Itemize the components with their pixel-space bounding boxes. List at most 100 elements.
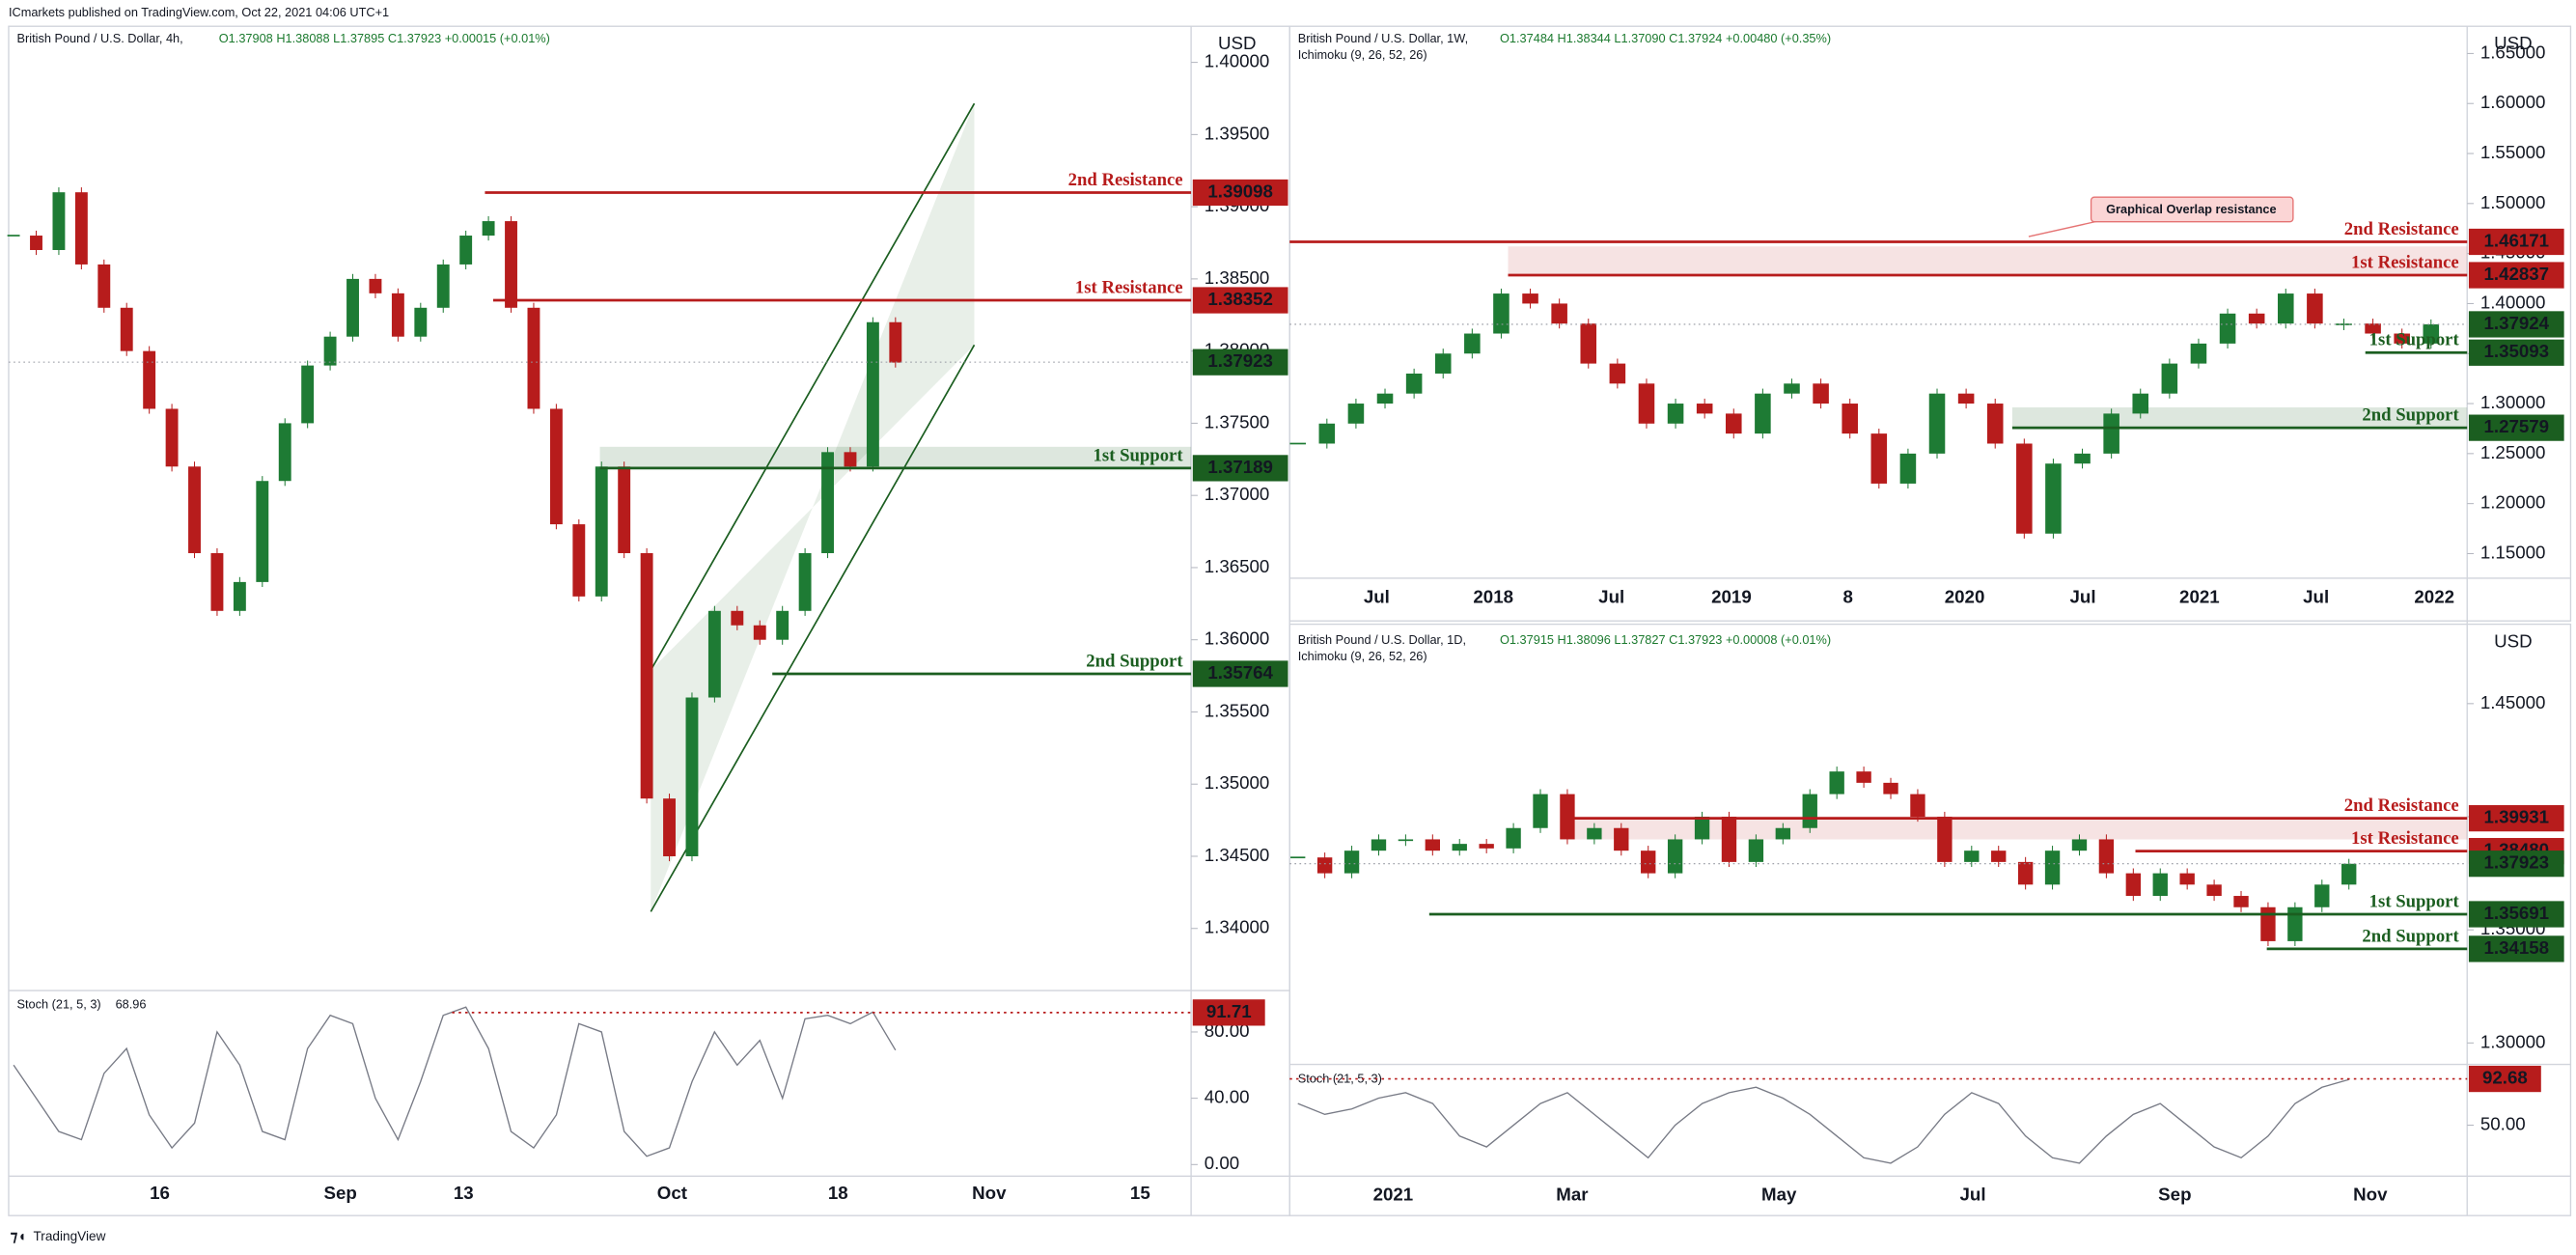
- candle: [256, 481, 269, 582]
- candle: [2219, 313, 2236, 344]
- candle: [1856, 771, 1871, 783]
- candle: [1316, 857, 1333, 874]
- price-box: [1192, 455, 1288, 482]
- candle: [1506, 827, 1521, 849]
- candle: [2125, 873, 2142, 897]
- y-tick-label: 1.38500: [1205, 267, 1270, 288]
- y-tick-label: 1.36500: [1205, 556, 1270, 576]
- price-box-label: 1.37189: [1207, 457, 1273, 477]
- channel-fill: [651, 103, 975, 912]
- candle: [2423, 323, 2440, 344]
- y-tick-label: 1.40000: [1205, 51, 1270, 71]
- candle: [1696, 404, 1713, 414]
- price-box-label: 1.46171: [2483, 230, 2549, 250]
- x-tick-label: 15: [1130, 1183, 1150, 1203]
- candle: [2074, 453, 2091, 464]
- candle: [1638, 383, 1655, 424]
- candle: [1775, 827, 1791, 840]
- candle: [1813, 383, 1829, 404]
- panel-title: British Pound / U.S. Dollar, 1D,: [1298, 632, 1466, 647]
- candle: [2287, 906, 2303, 941]
- price-box-label: 1.34158: [2483, 937, 2549, 958]
- price-box: [2468, 851, 2564, 878]
- y-tick-label: 1.35500: [1205, 700, 1270, 720]
- candle: [74, 192, 88, 265]
- candle: [369, 278, 382, 293]
- candle: [1398, 839, 1414, 842]
- price-box: [2468, 935, 2564, 962]
- y-tick-label: 1.34500: [1205, 845, 1270, 865]
- level-name: 2nd Resistance: [2344, 219, 2459, 239]
- level-name: 1st Resistance: [2351, 828, 2459, 849]
- candle: [2248, 313, 2265, 324]
- frames: [8, 25, 2572, 1216]
- y-tick-label: 1.15000: [2480, 542, 2546, 562]
- candle: [1991, 851, 2007, 862]
- level-name: 2nd Support: [2362, 405, 2459, 426]
- candle: [2365, 323, 2381, 334]
- candle: [210, 552, 224, 611]
- price-box: [2468, 414, 2564, 441]
- candle: [2206, 884, 2222, 897]
- candle: [233, 581, 246, 611]
- currency: USD: [2494, 33, 2533, 53]
- y-tick-label: 1.37000: [1205, 484, 1270, 504]
- candle: [685, 697, 699, 856]
- x-tick-label: 13: [454, 1183, 474, 1203]
- candle: [1347, 404, 1365, 424]
- level-name: 2nd Resistance: [2344, 795, 2459, 816]
- candle: [2045, 463, 2062, 534]
- candle: [505, 221, 517, 308]
- price-box: [2468, 228, 2564, 256]
- y-tick-label: 50.00: [2480, 1113, 2526, 1133]
- y-tick-label: 1.65000: [2480, 42, 2546, 62]
- channel-line: [650, 102, 976, 671]
- price-box: [2468, 1065, 2541, 1093]
- stoch-title: Stoch (21, 5, 3): [16, 997, 100, 1012]
- candle: [1560, 794, 1575, 840]
- ohlc: O1.37908 H1.38088 L1.37895 C1.37923 +0.0…: [219, 31, 550, 45]
- candle: [346, 278, 359, 337]
- price-box-label: 1.39931: [2483, 807, 2549, 827]
- candle: [120, 307, 133, 351]
- candle: [1802, 794, 1817, 828]
- candle: [844, 452, 857, 467]
- candle: [482, 221, 495, 237]
- candle: [1829, 771, 1844, 795]
- annotation: Graphical Overlap resistance: [2028, 196, 2294, 237]
- candle: [1609, 363, 1626, 384]
- candle: [1318, 423, 1336, 444]
- price-box: [2468, 311, 2564, 338]
- x-tick-label: 2022: [2414, 586, 2454, 606]
- x-tick-label: Sep: [2158, 1185, 2191, 1205]
- candle: [2341, 863, 2357, 885]
- candle: [30, 236, 42, 250]
- panel-title: British Pound / U.S. Dollar, 1W,: [1298, 31, 1468, 45]
- candle: [776, 610, 789, 640]
- price-box-label: 1.42837: [2483, 264, 2549, 284]
- candle: [1937, 817, 1953, 862]
- candle: [1667, 839, 1683, 874]
- candle: [1464, 333, 1481, 354]
- price-box-label: 1.37924: [2483, 313, 2549, 333]
- x-tick-label: Oct: [657, 1183, 687, 1203]
- candle: [2314, 884, 2330, 907]
- candle: [1899, 453, 1917, 484]
- candle: [2307, 293, 2323, 324]
- price-box-label: 1.35764: [1207, 662, 1273, 683]
- x-tick-label: 2019: [1711, 586, 1752, 606]
- y-tick-label: 1.55000: [2480, 142, 2546, 162]
- candle: [798, 552, 812, 611]
- y-tick-label: 1.36000: [1205, 628, 1270, 649]
- candle: [459, 236, 473, 265]
- candle: [2190, 343, 2207, 364]
- candle: [1290, 856, 1306, 859]
- price-box-label: 92.68: [2482, 1068, 2528, 1088]
- candle: [2044, 851, 2061, 885]
- candle: [2260, 906, 2276, 941]
- resistance-zone: [1571, 816, 2468, 840]
- candle: [731, 610, 744, 626]
- level-name: 2nd Support: [2362, 926, 2459, 946]
- candle: [1957, 393, 1975, 404]
